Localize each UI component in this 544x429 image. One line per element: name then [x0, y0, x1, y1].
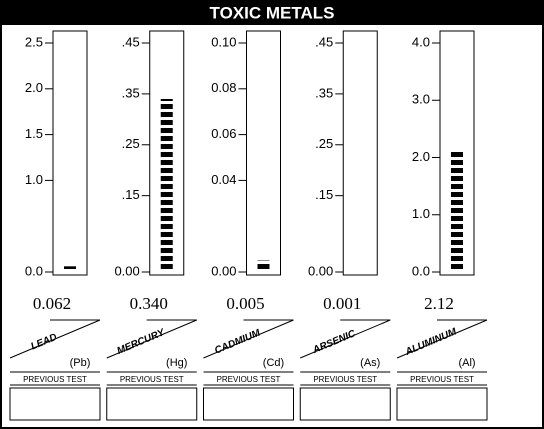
- previous-box: [203, 387, 294, 421]
- y-tick-label: 1.0: [412, 206, 430, 221]
- y-tick-label: 0.08: [211, 80, 236, 95]
- y-tick-label: 4.0: [412, 34, 430, 49]
- value-label: 0.340: [130, 294, 168, 313]
- bar: [257, 260, 270, 272]
- metal-symbol: (Pb): [70, 357, 91, 369]
- bar: [160, 98, 173, 272]
- title-bar: [1, 1, 543, 25]
- previous-label: PREVIOUS TEST: [120, 375, 184, 384]
- metal-symbol: (As): [360, 357, 380, 369]
- y-tick-label: 0.00: [114, 263, 139, 278]
- y-tick-label: 0.06: [211, 126, 236, 141]
- y-tick-label: 0.10: [211, 34, 236, 49]
- y-tick-label: .45: [315, 34, 333, 49]
- y-tick-label: .15: [315, 187, 333, 202]
- y-tick-label: 0.00: [308, 263, 333, 278]
- previous-box: [396, 387, 488, 421]
- label-line: [300, 319, 391, 359]
- metal-symbol: (Cd): [263, 357, 284, 369]
- label-line: [106, 319, 197, 359]
- metal-symbol: (Al): [458, 357, 475, 369]
- y-tick-label: 0.04: [211, 172, 236, 187]
- previous-label: PREVIOUS TEST: [217, 375, 281, 384]
- y-tick-label: 1.0: [25, 172, 43, 187]
- previous-label: PREVIOUS TEST: [23, 375, 87, 384]
- y-tick-label: .25: [315, 136, 333, 151]
- previous-label: PREVIOUS TEST: [313, 375, 377, 384]
- gauge-box: [246, 30, 281, 276]
- label-line: [203, 319, 294, 359]
- gauge-box: [52, 30, 88, 276]
- y-tick-label: 0.0: [25, 263, 43, 278]
- label-line: [9, 319, 101, 359]
- y-tick-label: 2.5: [25, 34, 43, 49]
- y-tick-label: 0.00: [211, 263, 236, 278]
- y-tick-label: .35: [315, 85, 333, 100]
- y-tick-label: .35: [122, 85, 140, 100]
- y-tick-label: 3.0: [412, 92, 430, 107]
- value-label: 0.005: [226, 294, 264, 313]
- y-tick-label: 2.0: [25, 80, 43, 95]
- label-line: [396, 319, 488, 359]
- y-tick-label: .15: [122, 187, 140, 202]
- y-tick-label: 0.0: [412, 263, 430, 278]
- y-tick-label: 2.0: [412, 149, 430, 164]
- previous-box: [106, 387, 198, 421]
- value-label: 0.001: [323, 294, 361, 313]
- value-label: 2.12: [424, 294, 454, 313]
- metal-symbol: (Hg): [166, 357, 187, 369]
- bar: [64, 266, 76, 272]
- bar: [451, 150, 463, 272]
- previous-box: [9, 387, 101, 421]
- previous-box: [299, 387, 391, 421]
- y-tick-label: 1.5: [25, 126, 43, 141]
- title: TOXIC METALS: [210, 3, 335, 22]
- bar: [354, 271, 367, 272]
- gauge-box: [342, 30, 378, 276]
- previous-label: PREVIOUS TEST: [410, 375, 474, 384]
- y-tick-label: .25: [122, 136, 140, 151]
- value-label: 0.062: [33, 294, 71, 313]
- y-tick-label: .45: [122, 34, 140, 49]
